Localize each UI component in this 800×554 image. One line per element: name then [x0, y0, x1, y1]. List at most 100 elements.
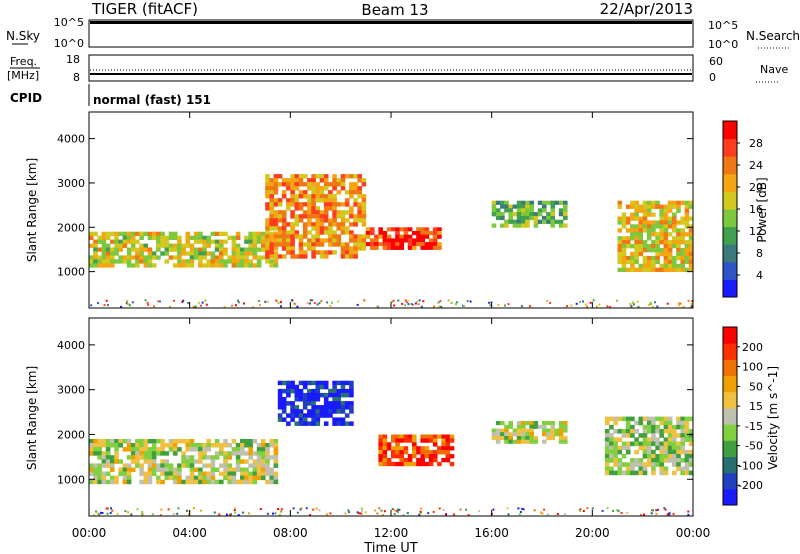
power-scatter-dot [223, 305, 226, 308]
velocity-cell [156, 451, 161, 456]
velocity-cell [403, 458, 409, 463]
velocity-scatter-dot [563, 513, 566, 516]
velocity-cell [177, 467, 182, 472]
velocity-cell [642, 470, 648, 476]
power-cell [219, 231, 224, 236]
power-cell [676, 228, 681, 233]
velocity-cell [391, 438, 396, 443]
power-scatter-dot [97, 302, 100, 305]
power-cell [240, 259, 245, 264]
velocity-cell [395, 446, 400, 451]
power-cell [261, 247, 266, 252]
velocity-cell [378, 454, 383, 459]
power-scatter-dot [316, 303, 319, 306]
power-cell [286, 202, 291, 207]
velocity-cell [391, 450, 396, 455]
power-cell [302, 234, 308, 239]
power-cell [298, 202, 304, 207]
velocity-cell [156, 447, 161, 452]
velocity-cell [344, 392, 350, 398]
velocity-cell [533, 421, 539, 426]
power-scatter-dot [690, 302, 693, 305]
velocity-cell [302, 421, 308, 426]
velocity-cell [680, 441, 685, 447]
power-cell [550, 215, 555, 221]
power-cell [332, 202, 337, 207]
velocity-cell [93, 443, 98, 448]
velocity-cell [277, 397, 283, 402]
power-cell [642, 208, 648, 213]
velocity-cell [315, 392, 321, 398]
power-cell [281, 210, 287, 215]
colorbar-tick-label: 100 [742, 361, 763, 374]
power-cell [349, 222, 354, 227]
power-cell [298, 194, 304, 199]
velocity-cell [160, 463, 165, 468]
power-cell [403, 227, 409, 232]
velocity-cell [122, 467, 128, 472]
power-scatter-dot [630, 305, 633, 308]
velocity-cell [688, 441, 694, 447]
velocity-cell [604, 416, 610, 422]
power-cell [378, 227, 383, 232]
velocity-cell [424, 461, 430, 467]
velocity-cell [441, 442, 446, 447]
velocity-cell [114, 439, 119, 444]
power-cell [223, 251, 228, 256]
power-cell [340, 254, 346, 259]
velocity-cell [311, 392, 316, 398]
velocity-cell [336, 397, 342, 402]
velocity-cell [663, 429, 669, 434]
velocity-cell [558, 439, 564, 444]
power-cell [370, 227, 375, 232]
velocity-scatter-dot [392, 508, 395, 511]
power-cell [290, 202, 295, 207]
power-cell [349, 230, 354, 235]
velocity-cell [97, 443, 102, 448]
velocity-cell [256, 463, 262, 468]
velocity-colorbar-swatch [723, 456, 737, 474]
velocity-cell [269, 455, 274, 460]
velocity-cell [563, 424, 568, 429]
power-scatter-dot [237, 301, 240, 304]
velocity-cell [286, 401, 291, 406]
velocity-cell [198, 447, 203, 452]
power-cell [328, 198, 333, 203]
power-cell [550, 204, 555, 209]
velocity-scatter-dot [626, 511, 629, 514]
velocity-scatter-dot [533, 509, 536, 512]
velocity-cell [642, 429, 648, 434]
velocity-cell [613, 441, 618, 447]
velocity-scatter-dot [376, 512, 379, 515]
power-cell [147, 263, 153, 268]
velocity-cell [130, 447, 136, 452]
power-cell [344, 246, 350, 251]
velocity-cell [663, 441, 669, 447]
velocity-cell [441, 458, 446, 463]
velocity-cell [391, 446, 396, 451]
velocity-cell [302, 397, 308, 402]
power-cell [323, 182, 329, 187]
velocity-cell [256, 447, 262, 452]
power-cell [634, 240, 639, 245]
velocity-cell [646, 454, 652, 459]
power-cell [621, 255, 627, 261]
velocity-cell [529, 436, 534, 441]
power-cell [563, 208, 568, 213]
power-scatter-dot [181, 300, 184, 303]
power-cell [177, 255, 182, 260]
power-scatter-dot [126, 300, 129, 303]
power-cell [688, 259, 694, 265]
power-cell [147, 259, 153, 264]
power-cell [265, 202, 270, 207]
power-cell [277, 230, 283, 235]
velocity-cell [424, 450, 430, 455]
velocity-cell [126, 467, 132, 472]
velocity-cell [604, 462, 610, 467]
power-cell [97, 235, 102, 240]
power-cell [630, 263, 635, 269]
power-cell [361, 198, 367, 203]
cpid-value: normal (fast) 151 [93, 93, 211, 107]
power-cell [252, 263, 258, 268]
